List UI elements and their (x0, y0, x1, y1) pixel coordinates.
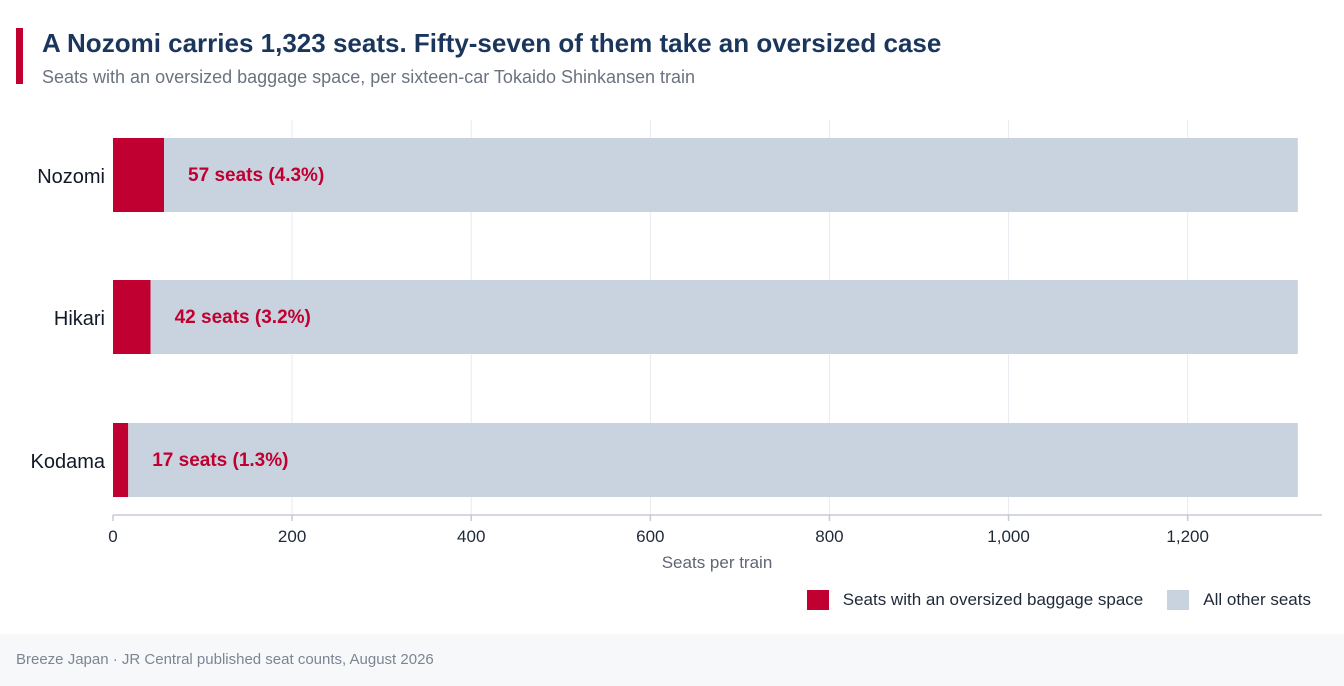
x-tick-label: 0 (108, 527, 117, 546)
data-label-nozomi: 57 seats (4.3%) (188, 165, 324, 186)
chart-subtitle: Seats with an oversized baggage space, p… (42, 67, 696, 87)
data-labels: 57 seats (4.3%) 42 seats (3.2%) 17 seats (… (152, 165, 324, 471)
x-tick-label: 800 (815, 527, 843, 546)
x-tick-label: 600 (636, 527, 664, 546)
bar-nozomi-oversized (113, 138, 165, 212)
bars (113, 138, 1298, 497)
bar-chart: 57 seats (4.3%) 42 seats (3.2%) 17 seats (… (31, 120, 1322, 572)
bar-kodama-other (128, 423, 1298, 497)
source-note: Breeze Japan · JR Central published seat… (16, 651, 434, 668)
category-label-hikari: Hikari (54, 308, 105, 330)
bar-hikari-other (150, 280, 1298, 354)
legend-item-oversized: Seats with an oversized baggage space (806, 590, 1144, 610)
bar-kodama-oversized (113, 423, 129, 497)
bar-nozomi-other (164, 138, 1298, 212)
legend-label-oversized: Seats with an oversized baggage space (842, 590, 1144, 609)
legend-item-other: All other seats (1167, 590, 1311, 610)
legend-swatch-other (1167, 590, 1190, 610)
x-axis-title: Seats per train (662, 553, 773, 572)
x-tick-label: 200 (278, 527, 306, 546)
legend-label-other: All other seats (1203, 590, 1311, 609)
legend-swatch-oversized (806, 590, 829, 610)
footer: Breeze Japan · JR Central published seat… (0, 634, 1344, 686)
legend: Seats with an oversized baggage space Al… (806, 590, 1311, 610)
category-label-nozomi: Nozomi (37, 166, 105, 188)
x-axis-ticks: 0 200 400 600 800 1,000 1,200 (108, 515, 1209, 546)
x-tick-label: 1,200 (1166, 527, 1209, 546)
x-tick-label: 400 (457, 527, 485, 546)
data-label-kodama: 17 seats (1.3%) (152, 450, 288, 471)
category-labels: Nozomi Hikari Kodama (31, 166, 106, 473)
category-label-kodama: Kodama (31, 451, 106, 473)
bar-hikari-oversized (113, 280, 151, 354)
data-label-hikari: 42 seats (3.2%) (175, 307, 311, 328)
chart-title: A Nozomi carries 1,323 seats. Fifty-seve… (42, 28, 942, 58)
title-accent-bar (16, 28, 23, 84)
x-tick-label: 1,000 (987, 527, 1030, 546)
